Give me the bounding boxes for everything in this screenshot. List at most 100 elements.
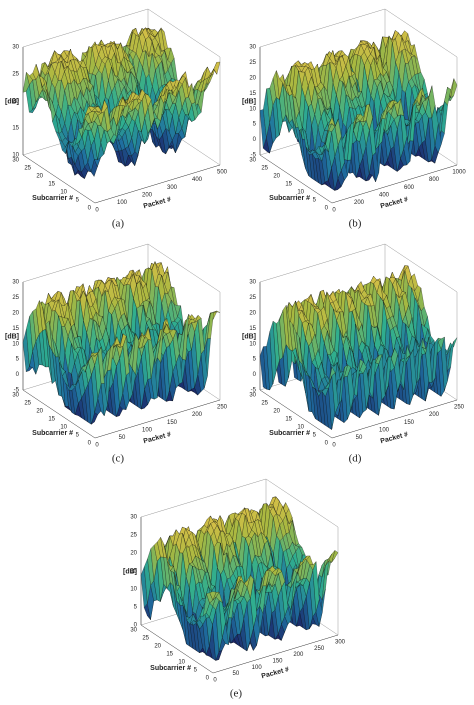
x-tick-label: 600 <box>404 185 415 191</box>
z-tick-label: 15 <box>249 91 256 97</box>
y-tick-label: 10 <box>60 190 67 196</box>
z-tick-label: 20 <box>12 99 19 105</box>
surface <box>22 261 221 425</box>
y-axis-label: Subcarrier # <box>269 195 310 202</box>
z-axis-label: [dB] <box>242 98 256 105</box>
z-tick-label: 20 <box>12 310 19 316</box>
y-tick-label: 15 <box>48 417 55 423</box>
x-tick-label: 400 <box>192 177 203 183</box>
y-axis-label: Subcarrier # <box>32 195 73 202</box>
y-tick-label: 20 <box>273 409 280 415</box>
y-tick-label: 30 <box>12 158 19 164</box>
x-tick-label: 1000 <box>452 170 466 176</box>
z-axis-label: [dB] <box>123 568 137 575</box>
axis <box>259 154 333 204</box>
x-tick-label: 250 <box>314 646 325 652</box>
x-tick-label: 250 <box>217 405 228 411</box>
z-tick-label: 25 <box>249 60 256 66</box>
z-tick-label: 10 <box>249 341 256 347</box>
x-tick-label: 0 <box>95 443 99 449</box>
z-tick-label: 5 <box>253 122 257 128</box>
x-tick-label: 800 <box>429 177 440 183</box>
y-tick-label: 25 <box>24 166 31 172</box>
z-tick-label: 10 <box>249 106 256 112</box>
z-tick-label: 5 <box>16 357 20 363</box>
box-edge <box>22 243 149 283</box>
z-tick-label: 20 <box>130 551 137 557</box>
x-tick-label: 0 <box>95 208 99 214</box>
y-tick-label: 5 <box>313 198 317 204</box>
z-axis-label: [dB] <box>242 333 256 340</box>
surface-patch <box>91 106 99 109</box>
caption: (c) <box>112 453 125 465</box>
surface <box>259 265 458 430</box>
surface <box>140 496 339 661</box>
z-tick-label: 30 <box>12 45 19 51</box>
panel: 302520151050-5[dB]0501001502002503025201… <box>5 243 228 465</box>
y-tick-label: 25 <box>261 166 268 172</box>
y-tick-label: 20 <box>273 174 280 180</box>
y-axis-label: Subcarrier # <box>32 430 73 437</box>
z-tick-label: 20 <box>249 310 256 316</box>
surface-patch <box>213 61 221 75</box>
x-tick-label: 200 <box>142 192 153 198</box>
y-tick-label: 15 <box>285 417 292 423</box>
z-tick-label: 0 <box>253 137 257 143</box>
y-tick-label: 15 <box>48 182 55 188</box>
caption: (b) <box>349 218 362 230</box>
z-tick-label: 25 <box>12 295 19 301</box>
z-tick-label: 25 <box>130 533 137 539</box>
surface <box>259 30 458 191</box>
z-tick-label: 0 <box>253 372 257 378</box>
x-tick-label: 300 <box>335 640 346 646</box>
y-tick-label: 0 <box>88 441 92 447</box>
z-tick-label: 0 <box>16 372 20 378</box>
surface-patch <box>328 116 336 127</box>
y-tick-label: 0 <box>325 206 329 212</box>
y-tick-label: 5 <box>76 198 80 204</box>
x-tick-label: 500 <box>217 170 228 176</box>
box-edge <box>147 8 221 58</box>
x-tick-label: 200 <box>192 412 203 418</box>
z-tick-label: 10 <box>12 341 19 347</box>
x-tick-label: 100 <box>117 200 128 206</box>
axis <box>331 164 458 204</box>
y-tick-label: 20 <box>36 409 43 415</box>
z-tick-label: 10 <box>12 153 19 159</box>
z-tick-label: 5 <box>253 357 257 363</box>
y-tick-label: 15 <box>166 652 173 658</box>
x-tick-label: 0 <box>332 443 336 449</box>
z-axis-label: [dB] <box>5 333 19 340</box>
x-tick-label: 400 <box>379 192 390 198</box>
box-edge <box>259 243 386 283</box>
x-tick-label: 100 <box>252 665 263 671</box>
y-tick-label: 15 <box>285 182 292 188</box>
x-tick-label: 100 <box>142 427 153 433</box>
x-tick-label: 0 <box>213 678 217 684</box>
z-tick-label: 25 <box>12 72 19 78</box>
z-tick-label: -5 <box>251 153 257 159</box>
y-tick-label: 0 <box>206 676 210 682</box>
z-tick-label: 30 <box>130 515 137 521</box>
panel: 3025201510[dB]01002003004005003025201510… <box>5 8 228 230</box>
y-tick-label: 25 <box>142 636 149 642</box>
y-tick-label: 30 <box>249 158 256 164</box>
box-edge <box>147 243 221 293</box>
caption: (d) <box>349 453 362 465</box>
z-tick-label: 30 <box>12 280 19 286</box>
y-tick-label: 5 <box>194 668 198 674</box>
panel: 302520151050[dB]050100150200250300302520… <box>123 478 346 700</box>
z-tick-label: 10 <box>130 587 137 593</box>
y-tick-label: 10 <box>297 190 304 196</box>
box-edge <box>384 8 458 58</box>
panel: 302520151050-5[dB]0501001502002503025201… <box>242 243 465 465</box>
axis <box>22 154 96 204</box>
z-tick-label: 20 <box>249 75 256 81</box>
y-tick-label: 30 <box>130 628 137 634</box>
y-tick-label: 0 <box>88 206 92 212</box>
y-axis-label: Subcarrier # <box>150 665 191 672</box>
box-edge <box>22 8 149 48</box>
x-tick-label: 150 <box>404 420 415 426</box>
